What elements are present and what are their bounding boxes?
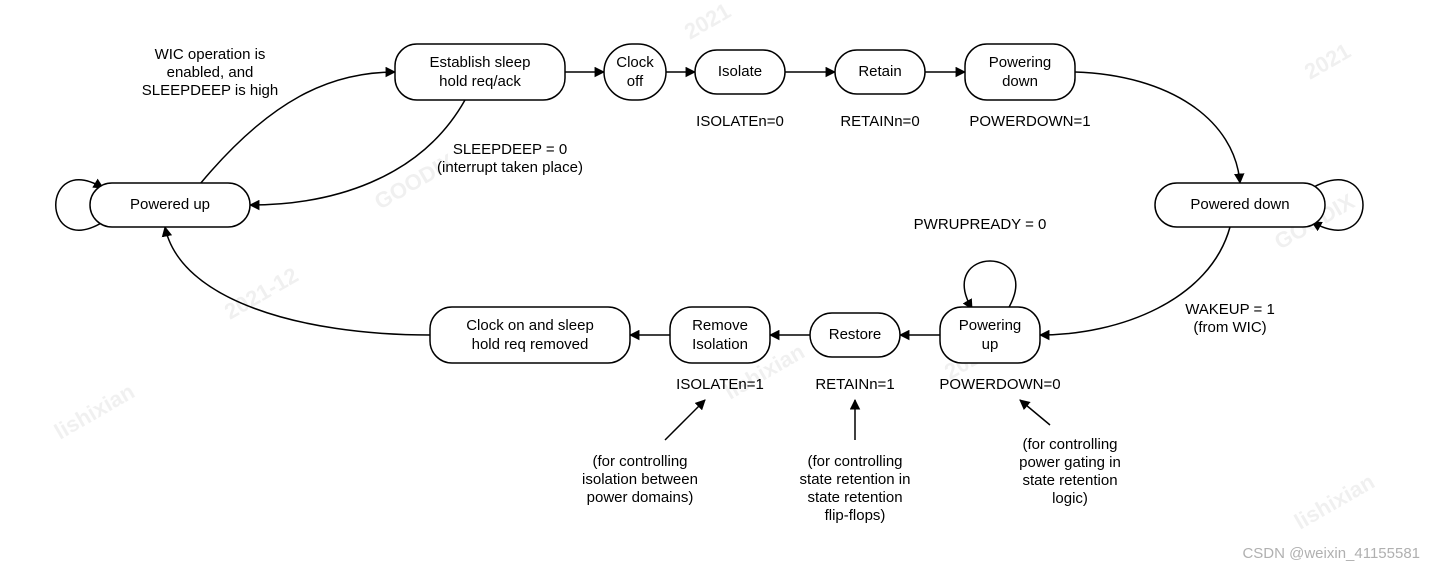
note-pdown-l2: power gating in	[1019, 454, 1121, 471]
node-poweringup-l2: up	[982, 336, 999, 353]
node-clockoff-l1: Clock	[616, 54, 654, 71]
label-powerdown0: POWERDOWN=0	[939, 376, 1060, 393]
node-powereddown-l1: Powered down	[1190, 196, 1289, 213]
wm-2: 2021	[1300, 38, 1355, 84]
node-establish-l2: hold req/ack	[439, 73, 521, 90]
label-sleepdeep-l1: SLEEPDEEP = 0	[453, 141, 567, 158]
label-pwrupready: PWRUPREADY = 0	[914, 216, 1047, 233]
wm-1: 2021	[680, 0, 735, 44]
wm-8: lishixian	[50, 379, 139, 445]
label-wic-l2: enabled, and	[167, 64, 254, 81]
label-wakeup-l2: (from WIC)	[1193, 319, 1266, 336]
edge-poweringup-self	[964, 261, 1015, 309]
node-powered-up: Powered up	[90, 183, 250, 227]
wm-5: 2021-12	[220, 262, 302, 324]
note-pdown-l4: logic)	[1052, 490, 1088, 507]
node-clockon-l2: hold req removed	[472, 336, 589, 353]
footer-credit: CSDN @weixin_41155581	[1242, 545, 1420, 562]
note-pdown-l3: state retention	[1022, 472, 1117, 489]
wm-9: lishixian	[1290, 469, 1379, 535]
node-poweringup-l1: Powering	[959, 317, 1022, 334]
node-powered-up-label: Powered up	[130, 196, 210, 213]
note-iso-l1: (for controlling	[592, 453, 687, 470]
node-clockon-l1: Clock on and sleep	[466, 317, 594, 334]
label-isolaten0: ISOLATEn=0	[696, 113, 784, 130]
edge-poweringdown-powereddown	[1075, 72, 1240, 183]
node-retain: Retain	[835, 50, 925, 94]
note-iso-l3: power domains)	[587, 489, 694, 506]
label-powerdown1: POWERDOWN=1	[969, 113, 1090, 130]
node-powered-down: Powered down	[1155, 183, 1325, 227]
edge-establish-poweredup	[250, 100, 465, 205]
node-isolate: Isolate	[695, 50, 785, 94]
label-isolaten1: ISOLATEn=1	[676, 376, 764, 393]
node-poweringdown-l1: Powering	[989, 54, 1052, 71]
node-retain-l1: Retain	[858, 63, 901, 80]
node-establish-l1: Establish sleep	[430, 54, 531, 71]
label-retainn0: RETAINn=0	[840, 113, 919, 130]
node-powering-up: Powering up	[940, 307, 1040, 363]
node-clock-on: Clock on and sleep hold req removed	[430, 307, 630, 363]
note-pdown-l1: (for controlling	[1022, 436, 1117, 453]
note-ret-l3: state retention	[807, 489, 902, 506]
label-wakeup-l1: WAKEUP = 1	[1185, 301, 1275, 318]
label-wic-l3: SLEEPDEEP is high	[142, 82, 278, 99]
node-clock-off: Clock off	[604, 44, 666, 100]
state-diagram: 2021 2021 GOODIX GOODIX 2021-12 lishixia…	[0, 0, 1431, 566]
node-isolate-l1: Isolate	[718, 63, 762, 80]
node-remove-isolation: Remove Isolation	[670, 307, 770, 363]
node-removeiso-l1: Remove	[692, 317, 748, 334]
node-restore: Restore	[810, 313, 900, 357]
notes: (for controlling isolation between power…	[582, 436, 1121, 524]
note-ret-l2: state retention in	[800, 471, 911, 488]
label-retainn1: RETAINn=1	[815, 376, 894, 393]
label-wic-l1: WIC operation is	[155, 46, 266, 63]
note-arrow-iso	[665, 400, 705, 440]
node-clockoff-l2: off	[627, 73, 644, 90]
node-restore-l1: Restore	[829, 326, 882, 343]
node-removeiso-l2: Isolation	[692, 336, 748, 353]
node-powering-down: Powering down	[965, 44, 1075, 100]
note-iso-l2: isolation between	[582, 471, 698, 488]
node-poweringdown-l2: down	[1002, 73, 1038, 90]
note-ret-l1: (for controlling	[807, 453, 902, 470]
note-ret-l4: flip-flops)	[825, 507, 886, 524]
node-establish-sleep: Establish sleep hold req/ack	[395, 44, 565, 100]
note-arrow-pdown	[1020, 400, 1050, 425]
label-sleepdeep-l2: (interrupt taken place)	[437, 159, 583, 176]
